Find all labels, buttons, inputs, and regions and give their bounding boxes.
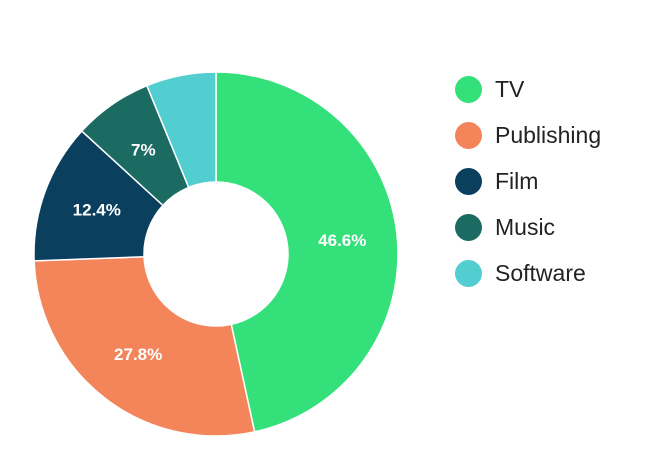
legend-label: TV — [495, 75, 525, 102]
data-label-publishing: 27.8% — [114, 345, 162, 364]
labels-group: 46.6% 27.8% 12.4% 7% — [73, 140, 367, 363]
data-label-music: 7% — [131, 140, 156, 159]
legend-item-publishing: Publishing — [455, 112, 645, 158]
legend-item-film: Film — [455, 158, 645, 204]
legend-item-software: Software — [455, 250, 645, 296]
legend-swatch — [455, 213, 482, 241]
legend: TV Publishing Film Music Software — [455, 66, 645, 296]
slice-software — [145, 71, 217, 189]
legend-item-tv: TV — [455, 66, 645, 112]
legend-label: Music — [495, 213, 556, 240]
legend-label: Software — [495, 259, 586, 286]
legend-swatch — [455, 259, 482, 287]
data-label-film: 12.4% — [73, 201, 121, 220]
legend-label: Film — [495, 167, 539, 194]
slices-group — [33, 71, 399, 437]
slice-publishing — [33, 255, 256, 437]
slice-tv — [215, 71, 399, 433]
legend-swatch — [455, 167, 482, 195]
legend-swatch — [455, 75, 482, 103]
legend-swatch — [455, 121, 482, 149]
legend-label: Publishing — [495, 121, 602, 148]
slice-film — [33, 130, 164, 262]
legend-item-music: Music — [455, 204, 645, 250]
data-label-tv: 46.6% — [318, 231, 366, 250]
